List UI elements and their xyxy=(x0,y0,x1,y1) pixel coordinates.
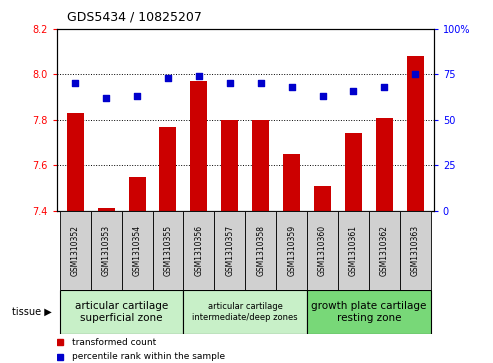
Bar xyxy=(314,185,331,211)
Bar xyxy=(376,118,393,211)
Point xyxy=(288,84,296,90)
Point xyxy=(133,93,141,99)
FancyBboxPatch shape xyxy=(183,211,214,290)
FancyBboxPatch shape xyxy=(307,290,431,334)
Bar xyxy=(252,120,269,211)
Bar xyxy=(129,176,145,211)
Text: GSM1310363: GSM1310363 xyxy=(411,225,420,276)
Text: GSM1310356: GSM1310356 xyxy=(194,225,204,276)
Point xyxy=(257,81,265,86)
Text: GSM1310352: GSM1310352 xyxy=(70,225,80,276)
FancyBboxPatch shape xyxy=(276,211,307,290)
FancyBboxPatch shape xyxy=(91,211,122,290)
Bar xyxy=(407,56,424,211)
FancyBboxPatch shape xyxy=(60,211,91,290)
Text: GSM1310362: GSM1310362 xyxy=(380,225,389,276)
Text: growth plate cartilage
resting zone: growth plate cartilage resting zone xyxy=(311,301,426,323)
Text: transformed count: transformed count xyxy=(72,338,156,347)
FancyBboxPatch shape xyxy=(183,290,307,334)
Bar xyxy=(345,133,362,211)
FancyBboxPatch shape xyxy=(60,290,183,334)
FancyBboxPatch shape xyxy=(400,211,431,290)
Text: GSM1310354: GSM1310354 xyxy=(133,225,141,276)
Bar xyxy=(67,113,84,211)
Bar xyxy=(159,127,176,211)
FancyBboxPatch shape xyxy=(152,211,183,290)
FancyBboxPatch shape xyxy=(307,211,338,290)
Text: GSM1310361: GSM1310361 xyxy=(349,225,358,276)
Point xyxy=(164,75,172,81)
Bar xyxy=(190,81,208,211)
Bar xyxy=(98,208,115,211)
Point xyxy=(71,81,79,86)
Point xyxy=(226,81,234,86)
FancyBboxPatch shape xyxy=(214,211,245,290)
Text: GSM1310360: GSM1310360 xyxy=(318,225,327,276)
Text: articular cartilage
superficial zone: articular cartilage superficial zone xyxy=(75,301,168,323)
Text: articular cartilage
intermediate/deep zones: articular cartilage intermediate/deep zo… xyxy=(192,302,298,322)
Text: GSM1310357: GSM1310357 xyxy=(225,225,234,276)
Point xyxy=(350,88,357,94)
Text: GSM1310355: GSM1310355 xyxy=(164,225,173,276)
FancyBboxPatch shape xyxy=(338,211,369,290)
FancyBboxPatch shape xyxy=(122,211,152,290)
Text: GSM1310358: GSM1310358 xyxy=(256,225,265,276)
Text: tissue ▶: tissue ▶ xyxy=(12,307,52,317)
FancyBboxPatch shape xyxy=(369,211,400,290)
Text: percentile rank within the sample: percentile rank within the sample xyxy=(72,352,225,361)
Bar xyxy=(283,154,300,211)
Point xyxy=(102,95,110,101)
Text: GSM1310359: GSM1310359 xyxy=(287,225,296,276)
Bar xyxy=(221,120,238,211)
Point xyxy=(411,72,419,77)
Point xyxy=(318,93,326,99)
Text: GDS5434 / 10825207: GDS5434 / 10825207 xyxy=(67,11,202,24)
Point xyxy=(381,84,388,90)
Point xyxy=(195,73,203,79)
FancyBboxPatch shape xyxy=(245,211,276,290)
Text: GSM1310353: GSM1310353 xyxy=(102,225,110,276)
